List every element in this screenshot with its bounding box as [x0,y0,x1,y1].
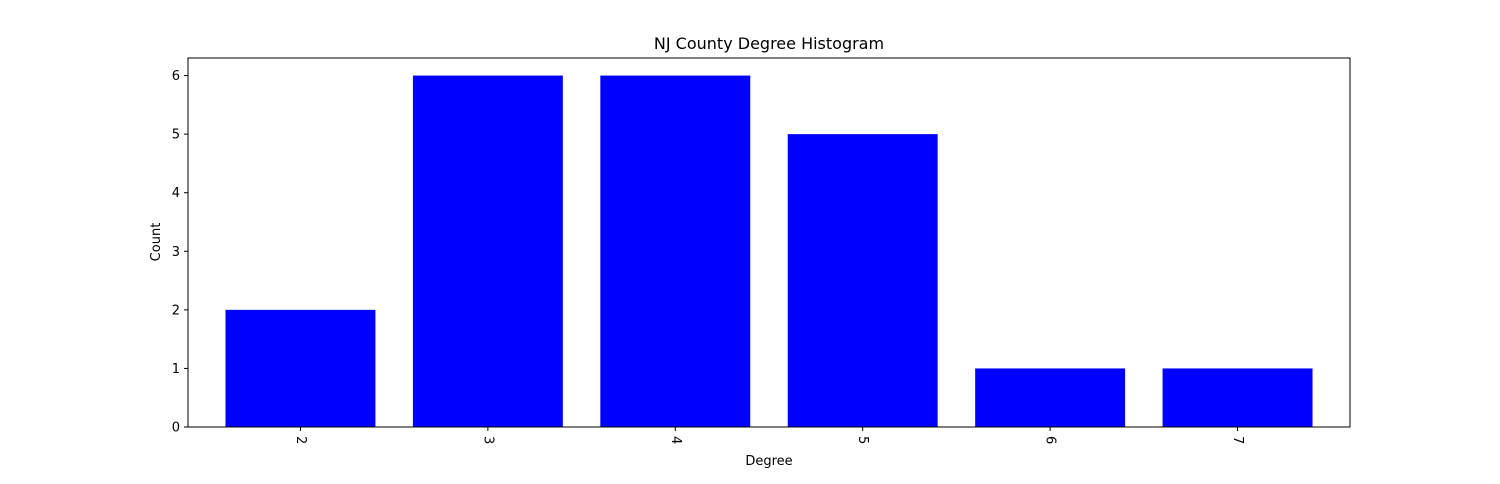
y-tick-label: 3 [172,245,180,260]
x-tick-label: 5 [855,436,870,444]
y-tick-label: 4 [172,186,180,201]
bar-degree-4 [600,75,751,427]
bar-degree-2 [225,309,376,427]
x-tick-label: 4 [668,436,683,444]
y-tick-label: 0 [172,421,180,436]
x-tick-label: 7 [1230,436,1245,444]
y-tick-label: 5 [172,128,180,143]
y-tick-label: 1 [172,362,180,377]
bar-degree-5 [787,134,938,427]
y-tick-label: 2 [172,303,180,318]
bar-degree-7 [1162,368,1313,427]
bar-degree-3 [412,75,563,427]
x-tick-label: 6 [1043,436,1058,444]
x-axis: 2 3 4 5 6 7 [293,427,1245,444]
x-tick-label: 2 [293,436,308,444]
x-axis-label: Degree [745,454,792,469]
y-axis-label: Count [149,223,164,262]
y-tick-label: 6 [172,69,180,84]
bars-layer [225,75,1313,427]
y-axis: 0 1 2 3 4 5 6 [172,69,188,436]
bar-degree-6 [975,368,1126,427]
chart-title: NJ County Degree Histogram [654,34,884,53]
plot-frame [187,57,1351,428]
x-tick-label: 3 [480,436,495,444]
